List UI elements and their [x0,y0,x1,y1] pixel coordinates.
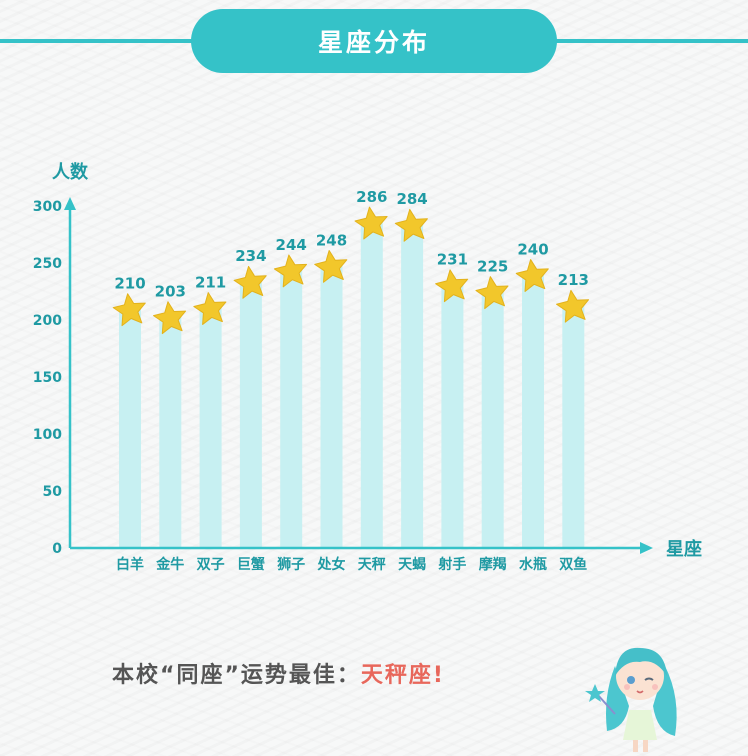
bar-4 [280,269,303,548]
value-label-3: 234 [235,247,266,265]
value-label-8: 231 [437,251,468,269]
bar-5 [320,265,343,548]
stars-group [112,206,590,335]
y-tick-label-3: 150 [33,370,62,386]
value-labels-group: 210 203 211 234 244 248 286 284 231 225 240 213 [114,188,589,301]
value-label-2: 211 [195,273,226,291]
x-tick-label-10: 水瓶 [519,556,547,573]
x-tick-label-3: 巨蟹 [237,556,265,573]
value-label-10: 240 [517,240,548,258]
bar-7 [401,224,424,549]
star-marker-icon-5 [314,249,348,283]
star-marker-icon-0 [112,293,146,327]
bar-0 [119,308,141,548]
x-tick-label-0: 白羊 [116,556,144,573]
value-label-7: 284 [396,190,427,208]
mascot-girl-illustration [585,647,677,752]
mascot-eye-left [627,676,635,684]
value-label-1: 203 [155,283,186,301]
x-tick-label-8: 射手 [437,556,466,573]
mascot-dress [623,710,657,740]
y-tick-labels-group: 0 50 100 150 200 250 300 [33,199,62,557]
star-marker-icon-7 [394,208,428,242]
x-tick-labels-group: 白羊 金牛 双子 巨蟹 狮子 处女 天秤 天蝎 射手 摩羯 水瓶 双鱼 [116,556,587,573]
mascot-hair-front [615,647,667,676]
y-tick-label-0: 0 [52,541,62,557]
star-marker-icon-3 [233,265,267,299]
bar-6 [360,221,383,548]
bar-2 [199,307,222,548]
value-label-5: 248 [316,231,347,249]
bar-1 [159,316,182,548]
x-tick-label-7: 天蝎 [398,556,426,573]
footer-highlight: 天秤座! [360,663,445,688]
page-title: 星座分布 [317,28,430,57]
mascot-hair-back-right [653,666,677,736]
y-axis-title: 人数 [52,161,89,183]
x-tick-label-2: 双子 [197,557,225,573]
x-tick-label-5: 处女 [317,556,346,573]
star-marker-icon-1 [153,301,187,335]
star-marker-icon-4 [273,254,308,288]
y-tick-label-6: 300 [33,199,62,215]
x-tick-label-1: 金牛 [155,556,184,573]
value-label-11: 213 [558,271,589,289]
y-axis-arrow-icon [64,197,76,210]
star-marker-icon-6 [354,206,388,240]
wand-star-icon [585,684,605,702]
mascot-eye-right-wink [644,677,654,681]
bar-chart: 210 203 211 234 244 248 286 284 231 225 240 213 白羊金… [33,161,702,573]
x-axis-arrow-icon [640,542,653,554]
x-tick-label-11: 双鱼 [559,556,587,573]
bar-11 [562,305,585,548]
y-tick-label-1: 50 [43,484,63,500]
star-marker-icon-9 [475,276,509,310]
bar-9 [481,291,504,548]
mascot-wand [596,693,616,715]
bar-8 [441,284,464,548]
value-label-6: 286 [356,188,387,206]
star-marker-icon-10 [515,259,549,292]
mascot-hair-back-left [606,666,629,731]
y-tick-label-5: 250 [33,256,62,272]
star-marker-icon-11 [556,289,590,323]
x-axis-title: 星座 [666,538,702,560]
y-tick-label-2: 100 [33,427,62,443]
star-marker-icon-8 [435,269,469,303]
value-label-0: 210 [114,275,145,293]
y-tick-label-4: 200 [33,313,62,329]
x-tick-label-6: 天秤 [358,556,386,573]
footer-text: 本校“同座”运势最佳： [112,663,361,688]
bar-3 [239,281,262,548]
value-label-9: 225 [477,258,508,276]
star-marker-icon-2 [193,292,227,325]
footer-caption: 本校“同座”运势最佳：天秤座! [112,657,445,689]
x-tick-label-9: 摩羯 [479,556,507,573]
x-tick-label-4: 狮子 [276,556,305,573]
title-banner: 星座分布 [191,9,557,73]
bars-group [119,221,585,549]
value-label-4: 244 [276,236,307,254]
bar-10 [522,274,544,548]
